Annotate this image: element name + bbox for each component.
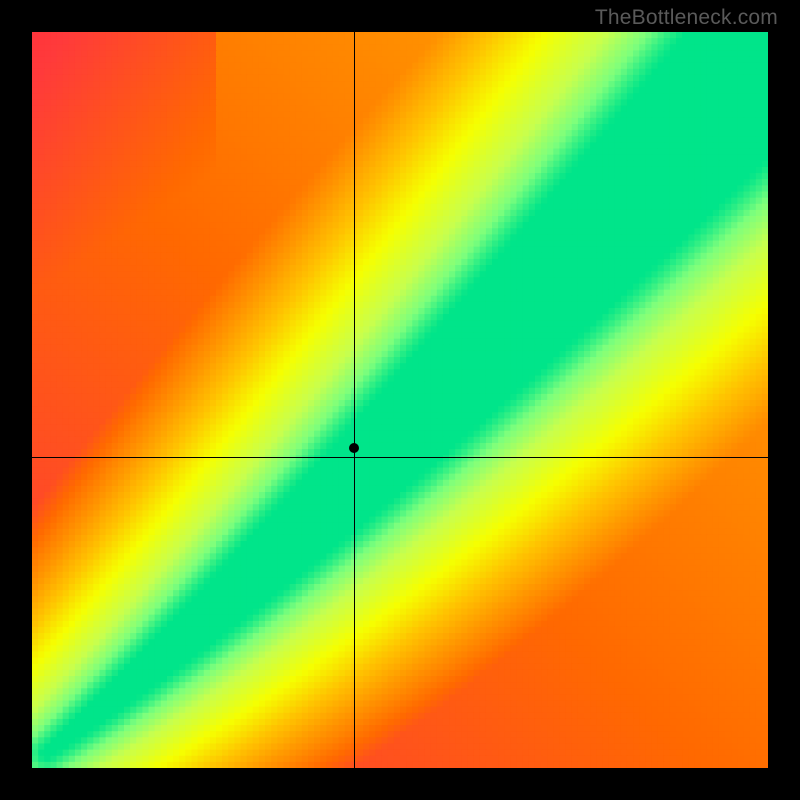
watermark-text: TheBottleneck.com — [595, 6, 778, 30]
heatmap-canvas — [32, 32, 768, 768]
crosshair-vertical — [354, 32, 355, 768]
chart-container: TheBottleneck.com — [0, 0, 800, 800]
crosshair-horizontal — [32, 457, 768, 458]
